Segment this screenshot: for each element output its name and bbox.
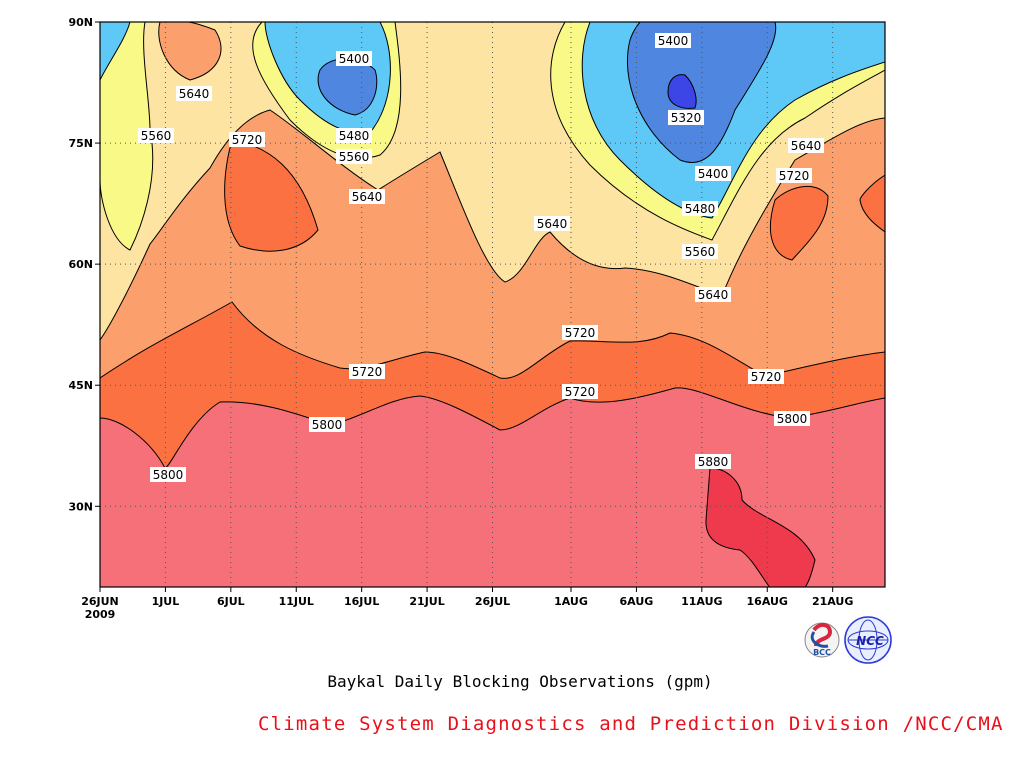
y-tick-label: 30N bbox=[68, 500, 93, 513]
x-tick-label: 6AUG bbox=[620, 595, 654, 608]
svg-text:5720: 5720 bbox=[565, 326, 596, 340]
contour-label: 5720 bbox=[748, 369, 784, 384]
contour-label: 5720 bbox=[229, 132, 265, 147]
svg-text:5480: 5480 bbox=[685, 202, 716, 216]
x-tick-label: 26JUN bbox=[81, 595, 119, 608]
svg-text:5400: 5400 bbox=[698, 167, 729, 181]
x-tick-label: 21AUG bbox=[812, 595, 853, 608]
svg-text:5560: 5560 bbox=[685, 245, 716, 259]
svg-text:5720: 5720 bbox=[352, 365, 383, 379]
y-tick-label: 60N bbox=[68, 258, 93, 271]
credit-line: Climate System Diagnostics and Predictio… bbox=[258, 713, 1004, 735]
svg-text:5640: 5640 bbox=[537, 217, 568, 231]
contour-label: 5560 bbox=[138, 128, 174, 143]
y-tick-label: 75N bbox=[68, 137, 93, 150]
ncc-logo: NCC bbox=[844, 616, 892, 664]
band-below-5320 bbox=[667, 74, 697, 109]
contour-label: 5720 bbox=[562, 325, 598, 340]
x-tick-label: 6JUL bbox=[217, 595, 245, 608]
x-tick-label: 11AUG bbox=[681, 595, 722, 608]
x-tick-label: 16JUL bbox=[344, 595, 379, 608]
svg-text:5320: 5320 bbox=[671, 111, 702, 125]
x-tick-label: 11JUL bbox=[279, 595, 314, 608]
y-tick-label: 90N bbox=[68, 16, 93, 29]
svg-text:5880: 5880 bbox=[698, 455, 729, 469]
svg-text:5640: 5640 bbox=[352, 190, 383, 204]
contour-label: 5720 bbox=[562, 384, 598, 399]
svg-text:5800: 5800 bbox=[312, 418, 343, 432]
contour-label: 5480 bbox=[682, 201, 718, 216]
svg-text:5720: 5720 bbox=[751, 370, 782, 384]
logo-right-text: NCC bbox=[856, 634, 884, 648]
svg-text:5800: 5800 bbox=[777, 412, 808, 426]
contour-label: 5640 bbox=[534, 216, 570, 231]
svg-text:5400: 5400 bbox=[339, 52, 370, 66]
contour-label: 5800 bbox=[774, 411, 810, 426]
x-tick-label: 26JUL bbox=[475, 595, 510, 608]
svg-text:5720: 5720 bbox=[565, 385, 596, 399]
contour-label: 5720 bbox=[349, 364, 385, 379]
contour-label: 5640 bbox=[349, 189, 385, 204]
contour-label: 5400 bbox=[336, 51, 372, 66]
x-tick-label: 1JUL bbox=[152, 595, 180, 608]
x-tick-label: 1AUG bbox=[554, 595, 588, 608]
svg-text:5720: 5720 bbox=[779, 169, 810, 183]
contour-label: 5400 bbox=[655, 33, 691, 48]
band-5720-blob-b bbox=[770, 185, 829, 261]
x-tick-label: 21JUL bbox=[409, 595, 444, 608]
band-5720-blob-a bbox=[224, 139, 319, 252]
band-above-5880 bbox=[705, 467, 816, 587]
contour-labels: 5400 5640 5560 5720 5480 5560 5640 5640 5400 5320… bbox=[138, 33, 824, 482]
y-tick-label: 45N bbox=[68, 379, 93, 392]
y-axis: 90N 75N 60N 45N 30N bbox=[68, 16, 100, 513]
contour-label: 5880 bbox=[695, 454, 731, 469]
contour-label: 5320 bbox=[668, 110, 704, 125]
svg-text:5640: 5640 bbox=[791, 139, 822, 153]
svg-text:5560: 5560 bbox=[339, 150, 370, 164]
band-5640-blob bbox=[158, 22, 222, 81]
svg-text:5800: 5800 bbox=[153, 468, 184, 482]
chart-title: Baykal Daily Blocking Observations (gpm) bbox=[327, 672, 713, 691]
contour-label: 5560 bbox=[682, 244, 718, 259]
band-5720-blob-c bbox=[859, 174, 885, 233]
x-year-label: 2009 bbox=[85, 608, 116, 621]
contour-label: 5400 bbox=[695, 166, 731, 181]
svg-text:5720: 5720 bbox=[232, 133, 263, 147]
contour-label: 5800 bbox=[309, 417, 345, 432]
svg-text:5400: 5400 bbox=[658, 34, 689, 48]
x-axis: 26JUN 1JUL 6JUL 11JUL 16JUL 21JUL 26JUL 1AUG 6AU… bbox=[81, 587, 853, 621]
logo-left-text: BCC bbox=[813, 648, 831, 657]
contour-label: 5720 bbox=[776, 168, 812, 183]
x-tick-label: 16AUG bbox=[747, 595, 788, 608]
svg-text:5640: 5640 bbox=[698, 288, 729, 302]
hovmoller-chart: 26JUN 1JUL 6JUL 11JUL 16JUL 21JUL 26JUL 1AUG 6AU… bbox=[68, 16, 892, 664]
bcc-logo: BCC bbox=[804, 622, 840, 658]
contour-label: 5640 bbox=[176, 86, 212, 101]
svg-text:5560: 5560 bbox=[141, 129, 172, 143]
contour-label: 5480 bbox=[336, 128, 372, 143]
contour-label: 5640 bbox=[788, 138, 824, 153]
svg-text:5640: 5640 bbox=[179, 87, 210, 101]
svg-text:5480: 5480 bbox=[339, 129, 370, 143]
contour-label: 5640 bbox=[695, 287, 731, 302]
contour-label: 5800 bbox=[150, 467, 186, 482]
contour-label: 5560 bbox=[336, 149, 372, 164]
